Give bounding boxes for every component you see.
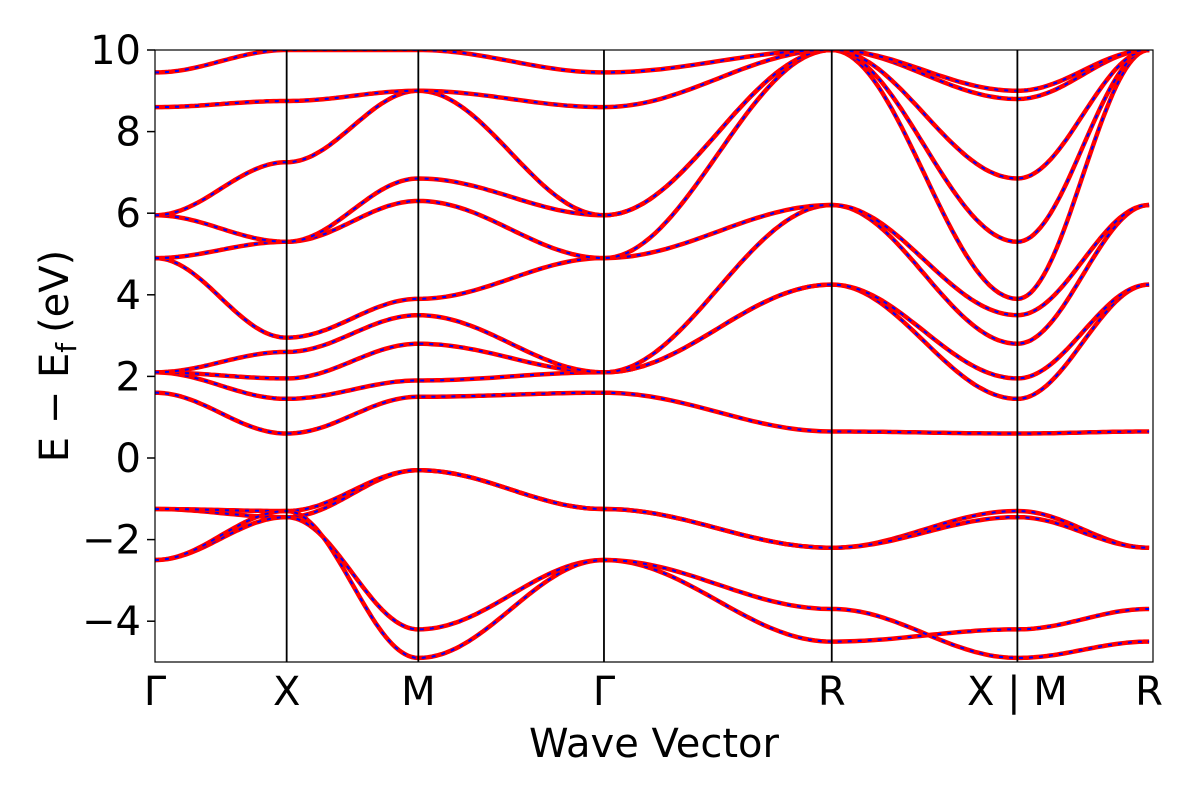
band-3-blue [155,509,1150,659]
kpoint-label-3: Γ [593,669,616,715]
high-symmetry-lines [285,50,1019,662]
band-10-red [155,50,1150,245]
y-tick-label-2: 0 [116,436,141,482]
band-7-blue [155,203,1150,374]
kpoint-label-6: R [1135,669,1163,715]
plot-frame [154,49,1154,663]
y-tick-label-1: −2 [82,518,141,564]
band-7-red [155,202,1150,375]
kpoint-label-4: R [818,669,846,715]
y-tick-label-4: 4 [116,273,141,319]
band-11-red [155,50,1150,218]
band-8-blue [155,203,1150,339]
y-tick-label-5: 6 [116,191,141,237]
y-axis-label-unit: (eV) [32,250,78,333]
band-10-blue [155,50,1150,243]
bands-layer [155,50,1150,661]
kpoint-label-1: X [273,669,300,715]
band-2-red [155,514,1150,644]
y-tick-label-6: 8 [116,110,141,156]
x-axis-label: Wave Vector [529,721,780,767]
band-8-red [155,202,1150,340]
y-axis-label-subscript: f [50,342,83,353]
band-3-red [155,508,1150,661]
x-ticks: Γ X M Γ R X | M R [144,669,1163,715]
band-13-blue [155,50,1150,92]
y-ticks: −4 −2 0 2 4 6 8 10 [82,28,155,645]
y-axis-label-main: E − E [32,353,78,463]
kpoint-label-0: Γ [144,669,167,715]
kpoint-label-2: M [401,669,436,715]
y-tick-label-0: −4 [82,599,141,645]
y-tick-label-7: 10 [90,28,141,74]
y-tick-label-3: 2 [116,354,141,400]
band-11-blue [155,50,1150,217]
band-6-red [155,282,1150,381]
band-1-red [155,467,1150,551]
y-axis-label: E − Ef (eV) [32,250,83,463]
band-2-blue [155,516,1150,643]
kpoint-label-5: X | M [967,669,1068,715]
